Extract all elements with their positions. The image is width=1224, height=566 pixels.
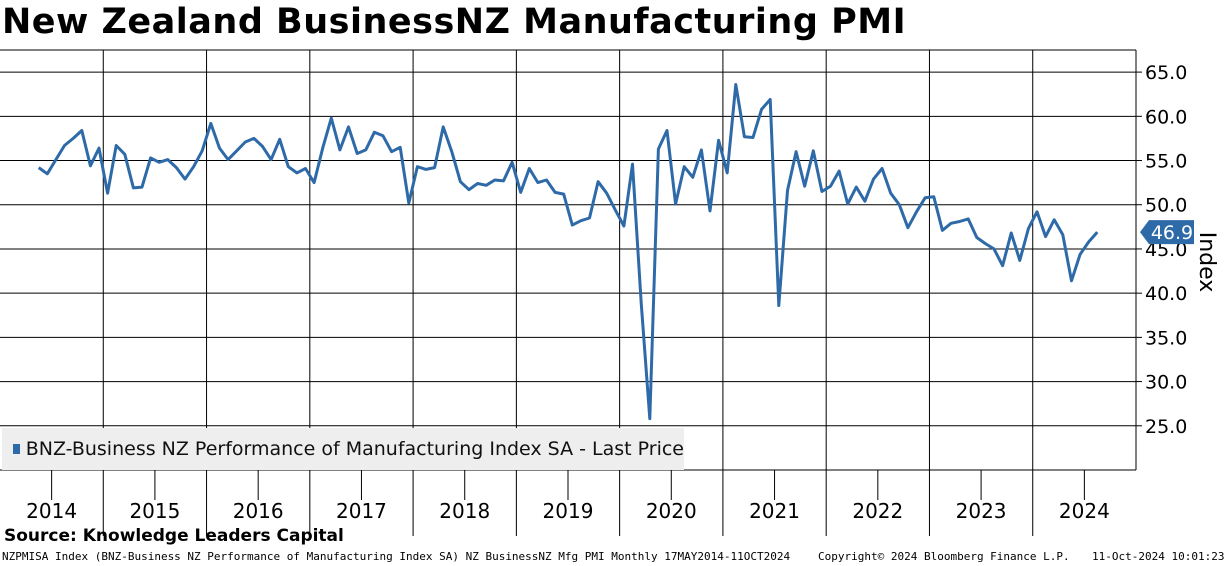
x-tick-label: 2016 (233, 499, 284, 523)
pmi-series-line (37, 83, 1099, 421)
x-tick-label: 2014 (26, 499, 77, 523)
last-value-badge (1140, 220, 1194, 245)
x-tick-label: 2024 (1059, 499, 1110, 523)
footer-index-description: NZPMISA Index (BNZ-Business NZ Performan… (2, 550, 791, 563)
y-tick-label: 30.0 (1145, 372, 1187, 394)
last-value-layer: 46.9 (1140, 220, 1194, 245)
legend-swatch (13, 444, 20, 454)
y-tick-label: 50.0 (1145, 195, 1187, 217)
legend: BNZ-Business NZ Performance of Manufactu… (2, 428, 684, 470)
horizontal-gridlines (0, 71, 1136, 427)
x-tick-label: 2017 (336, 499, 387, 523)
y-tick-label: 65.0 (1145, 62, 1187, 84)
chart-title: New Zealand BusinessNZ Manufacturing PMI (2, 2, 907, 42)
x-tick-label: 2020 (646, 499, 697, 523)
x-tick-label: 2021 (749, 499, 800, 523)
x-tick-label: 2018 (439, 499, 490, 523)
y-tick-label: 45.0 (1145, 239, 1187, 261)
y-axis-label: Index (1194, 232, 1219, 293)
x-tick-label: 2015 (129, 499, 180, 523)
footer-timestamp: 11-Oct-2024 10:01:23 (1092, 550, 1224, 563)
last-value-text: 46.9 (1151, 222, 1193, 244)
legend-label: BNZ-Business NZ Performance of Manufactu… (25, 438, 684, 460)
x-tick-label: 2019 (543, 499, 594, 523)
x-axis: 2014 2015 2016 2017 2018 2019 2020 2021 2022 2023… (26, 470, 1110, 523)
y-tick-label: 60.0 (1145, 106, 1187, 128)
plot-frame (0, 49, 1137, 471)
y-tick-label: 40.0 (1145, 283, 1187, 305)
x-tick-label: 2023 (956, 499, 1007, 523)
source-note: Source: Knowledge Leaders Capital (4, 526, 344, 546)
y-tick-label: 55.0 (1145, 151, 1187, 173)
footer-copyright: Copyright© 2024 Bloomberg Finance L.P. (818, 550, 1070, 563)
x-tick-label: 2022 (852, 499, 903, 523)
y-tick-label: 25.0 (1145, 416, 1187, 438)
y-tick-label: 35.0 (1145, 327, 1187, 349)
y-axis: 25.0 30.0 35.0 40.0 45.0 50.0 55.0 60.0 65.0 (1136, 62, 1187, 438)
series-layer (37, 83, 1099, 421)
